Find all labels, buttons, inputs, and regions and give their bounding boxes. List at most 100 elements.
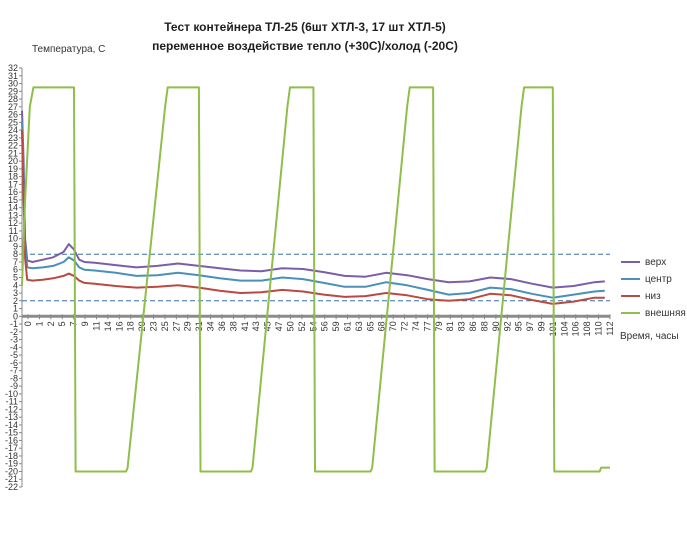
series-line-4	[21, 86, 610, 473]
x-tick-label: 18	[126, 321, 136, 331]
x-tick-label: 29	[183, 321, 193, 331]
y-tick-label: 3	[13, 288, 18, 298]
y-tick-label: -5	[10, 350, 18, 360]
y-tick-label: 29	[8, 86, 18, 96]
x-tick-label: 110	[594, 321, 604, 335]
series-line-2	[21, 122, 605, 299]
series-line-3	[21, 130, 605, 305]
legend-label-2: центр	[645, 274, 672, 285]
x-tick-label: 112	[605, 321, 615, 335]
legend: верх центр низ внешняя	[621, 257, 686, 319]
y-tick-label: 24	[8, 125, 18, 135]
y-tick-label: 17	[8, 179, 18, 189]
y-tick-label: -20	[5, 466, 18, 476]
x-tick-label: 36	[217, 321, 227, 331]
x-tick-label: 86	[468, 321, 478, 331]
series-line-1	[21, 110, 605, 289]
x-tick-label: 50	[285, 321, 295, 331]
x-tick-label: 43	[251, 321, 261, 331]
y-tick-label: -3	[10, 335, 18, 345]
x-tick-label: 5	[57, 321, 67, 326]
y-tick-label: 6	[13, 265, 18, 275]
y-tick-label: 19	[8, 164, 18, 174]
x-axis-label: Время, часы	[620, 331, 679, 342]
x-tick-label: 47	[274, 321, 284, 331]
x-tick-label: 59	[331, 321, 341, 331]
y-tick-label: 8	[13, 249, 18, 259]
y-tick-label: 2	[13, 296, 18, 306]
x-tick-label: 65	[365, 321, 375, 331]
y-tick-label: 16	[8, 187, 18, 197]
x-tick-label: 0	[23, 321, 33, 326]
y-tick-label: -10	[5, 389, 18, 399]
y-tick-label: -9	[10, 381, 18, 391]
x-tick-label: 34	[206, 321, 216, 331]
x-tick-label: 56	[320, 321, 330, 331]
x-tick-label: 106	[571, 321, 581, 336]
x-tick-label: 11	[91, 321, 101, 330]
x-tick-label: 54	[308, 321, 318, 331]
y-tick-label: 30	[8, 79, 18, 89]
y-tick-label: 12	[8, 218, 18, 228]
y-axis-label: Температура, С	[32, 44, 105, 55]
legend-label-3: низ	[645, 291, 661, 302]
plot-area: -22-21-20-19-18-17-16-15-14-13-12-11-10-…	[5, 63, 615, 492]
x-tick-label: 1	[34, 321, 44, 326]
x-tick-label: 68	[377, 321, 387, 331]
y-tick-label: -12	[5, 404, 18, 414]
legend-label-4: внешняя	[645, 308, 686, 319]
y-tick-label: -19	[5, 459, 18, 469]
y-tick-label: 13	[8, 210, 18, 220]
x-tick-label: 92	[502, 321, 512, 331]
y-tick-label: -11	[6, 397, 18, 407]
y-tick-label: 1	[13, 304, 18, 314]
y-tick-label: -13	[5, 412, 18, 422]
y-tick-label: -14	[5, 420, 18, 430]
chart-title-line-1: Тест контейнера ТЛ-25 (6шт ХТЛ-3, 17 шт …	[164, 20, 446, 34]
x-tick-label: 70	[388, 321, 398, 331]
x-tick-label: 61	[343, 321, 353, 331]
x-tick-label: 74	[411, 321, 421, 331]
x-tick-label: 95	[514, 321, 524, 331]
x-tick-label: 7	[69, 321, 79, 326]
y-tick-label: 11	[9, 226, 18, 236]
x-tick-label: 41	[240, 321, 250, 331]
x-tick-label: 63	[354, 321, 364, 331]
x-tick-label: 79	[434, 321, 444, 331]
x-tick-label: 45	[263, 321, 273, 331]
x-tick-label: 88	[479, 321, 489, 331]
y-tick-label: -21	[5, 474, 18, 484]
y-tick-label: -6	[10, 358, 18, 368]
y-tick-label: 14	[8, 203, 18, 213]
x-tick-label: 99	[537, 321, 547, 331]
y-tick-label: -22	[5, 482, 18, 492]
y-tick-label: 4	[13, 280, 18, 290]
y-tick-label: 10	[8, 234, 18, 244]
x-tick-label: 108	[582, 321, 592, 336]
chart-title-line-2: переменное воздействие тепло (+30С)/холо…	[152, 39, 458, 53]
x-tick-label: 14	[103, 321, 113, 331]
y-tick-label: 25	[8, 117, 18, 127]
x-tick-label: 72	[400, 321, 410, 331]
y-tick-label: 26	[8, 110, 18, 120]
y-tick-label: -2	[10, 327, 18, 337]
y-tick-label: -1	[10, 319, 18, 329]
y-tick-label: 32	[8, 63, 18, 73]
x-tick-label: 52	[297, 321, 307, 331]
y-tick-label: -16	[5, 435, 18, 445]
y-tick-label: 20	[8, 156, 18, 166]
y-tick-label: 28	[8, 94, 18, 104]
y-tick-label: 7	[13, 257, 18, 267]
x-tick-label: 38	[228, 321, 238, 331]
x-tick-label: 90	[491, 321, 501, 331]
y-tick-label: 23	[8, 133, 18, 143]
y-tick-label: -15	[5, 428, 18, 438]
y-tick-label: -8	[10, 373, 18, 383]
y-tick-label: 31	[8, 71, 18, 81]
x-tick-label: 16	[114, 321, 124, 331]
x-tick-label: 23	[149, 321, 159, 331]
y-tick-label: -18	[5, 451, 18, 461]
x-tick-label: 25	[160, 321, 170, 331]
x-tick-label: 77	[422, 321, 432, 331]
